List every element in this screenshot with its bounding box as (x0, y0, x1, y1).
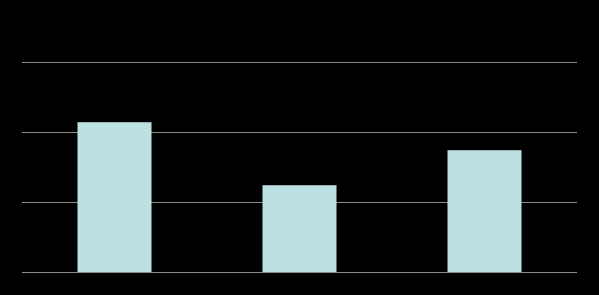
bar (447, 150, 522, 272)
bar (77, 122, 152, 272)
bar (262, 185, 337, 272)
